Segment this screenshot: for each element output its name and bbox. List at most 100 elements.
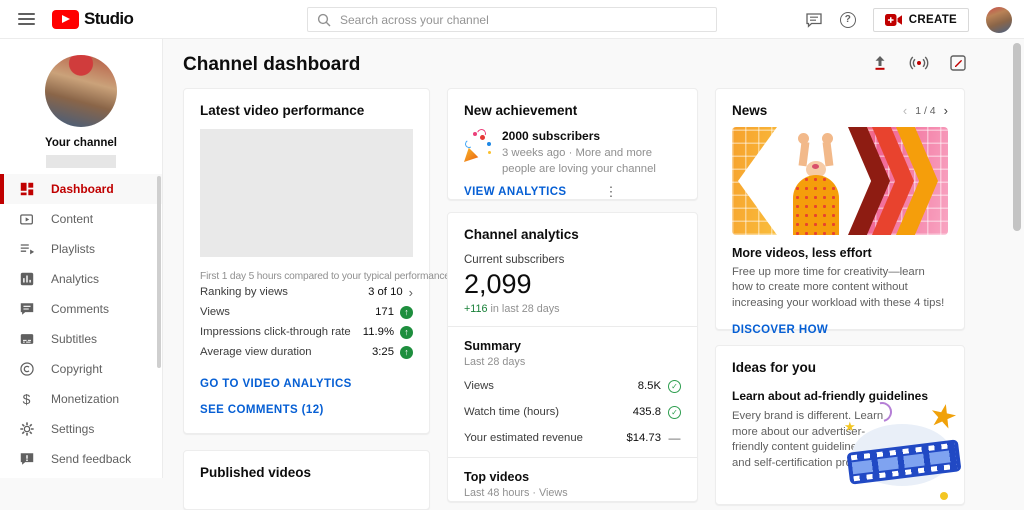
trend-up-icon: ↑ — [400, 305, 413, 319]
create-button[interactable]: CREATE — [872, 7, 969, 32]
menu-icon[interactable] — [18, 13, 35, 25]
see-comments-link[interactable]: SEE COMMENTS (12) — [200, 404, 324, 416]
news-pagination: ‹ 1 / 4 › — [902, 102, 948, 118]
star-icon: ★ — [925, 395, 962, 437]
news-body: Free up more time for creativity—learn h… — [732, 266, 945, 309]
metric-row-ranking[interactable]: Ranking by views 3 of 10 › — [200, 284, 413, 300]
page-scrollbar[interactable] — [1013, 43, 1021, 231]
compare-note: First 1 day 5 hours compared to your typ… — [200, 271, 453, 282]
sidebar-item-monetization[interactable]: $ Monetization — [0, 384, 162, 414]
search-box[interactable] — [307, 7, 717, 32]
topbar-actions: ? CREATE — [805, 0, 1012, 39]
film-strip-illustration: ★ ★ — [844, 395, 962, 500]
news-illustration[interactable] — [732, 127, 948, 235]
top-videos-subtitle: Last 48 hours · Views — [464, 487, 568, 499]
help-icon[interactable]: ? — [839, 11, 856, 28]
page-prev-icon[interactable]: ‹ — [902, 102, 908, 118]
latest-video-performance-card: Latest video performance First 1 day 5 h… — [183, 88, 453, 434]
create-label: CREATE — [908, 13, 957, 26]
search-icon — [317, 13, 331, 26]
youtube-studio-logo[interactable]: Studio — [52, 9, 134, 29]
current-subscribers-count: 2,099 — [464, 269, 532, 299]
subtitles-icon — [18, 331, 35, 348]
card-title: Latest video performance — [200, 103, 365, 118]
summary-row-views: Views 8.5K ✓ — [464, 378, 681, 394]
metric-row-ctr: Impressions click-through rate 11.9% ↑ — [200, 322, 413, 342]
video-thumbnail-placeholder[interactable] — [200, 129, 413, 257]
party-popper-icon — [464, 127, 492, 164]
ideas-body: Every brand is different. Learn more abo… — [732, 410, 884, 469]
published-videos-card: Published videos — [183, 450, 430, 510]
search-input[interactable] — [340, 12, 707, 27]
send-feedback-icon — [18, 451, 35, 468]
sidebar-nav: Dashboard Content Playlists — [0, 174, 162, 474]
news-card: News ‹ 1 / 4 › More videos, less effort … — [715, 88, 965, 336]
header-actions — [869, 52, 969, 74]
page-next-icon[interactable]: › — [943, 102, 948, 118]
achievement-row: 2000 subscribers 3 weeks ago · More and … — [464, 127, 681, 177]
achievement-milestone: 2000 subscribers — [502, 129, 601, 143]
ideas-for-you-card: Ideas for you Learn about ad-friendly gu… — [715, 345, 965, 505]
star-icon: ★ — [844, 419, 856, 434]
channel-card: Your channel — [0, 39, 162, 168]
sidebar-item-send-feedback[interactable]: Send feedback — [0, 444, 162, 474]
new-achievement-card: New achievement 2000 subscribers 3 weeks… — [447, 88, 698, 200]
youtube-logo-icon — [52, 9, 79, 29]
sidebar-scrollbar[interactable] — [157, 176, 161, 368]
channel-name — [46, 155, 116, 168]
top-videos-title: Top videos — [464, 470, 530, 484]
sidebar-item-copyright[interactable]: Copyright — [0, 354, 162, 384]
copyright-icon — [18, 361, 35, 378]
channel-avatar[interactable] — [45, 55, 117, 127]
card-title: Published videos — [200, 465, 312, 480]
your-channel-label: Your channel — [45, 137, 117, 149]
settings-gear-icon — [18, 421, 35, 438]
sidebar-item-subtitles[interactable]: Subtitles — [0, 324, 162, 354]
subscribers-delta: +116 in last 28 days — [464, 303, 560, 315]
view-analytics-link[interactable]: VIEW ANALYTICS — [464, 186, 567, 199]
news-headline: More videos, less effort — [732, 246, 872, 260]
metric-row-avg-duration: Average view duration 3:25 ↑ — [200, 342, 413, 362]
channel-analytics-card: Channel analytics Current subscribers 2,… — [447, 212, 698, 502]
divider — [448, 457, 697, 458]
achievement-detail: 3 weeks ago · More and more people are l… — [502, 147, 656, 175]
cheering-person-illustration — [770, 127, 870, 235]
metric-row-views: Views 171 ↑ — [200, 302, 413, 322]
summary-row-revenue: Your estimated revenue $14.73 — — [464, 431, 681, 445]
analytics-icon — [18, 271, 35, 288]
comments-icon — [18, 301, 35, 318]
trend-up-icon: ↑ — [400, 345, 413, 359]
sidebar: Your channel Dashboard Content — [0, 39, 163, 478]
card-links: GO TO VIDEO ANALYTICS SEE COMMENTS (12) — [200, 378, 413, 416]
sidebar-item-comments[interactable]: Comments — [0, 294, 162, 324]
chevron-right-icon: › — [408, 284, 413, 300]
card-title: News — [732, 103, 768, 118]
check-circle-icon: ✓ — [668, 379, 681, 393]
sidebar-item-dashboard[interactable]: Dashboard — [0, 174, 162, 204]
sidebar-item-settings[interactable]: Settings — [0, 414, 162, 444]
page-title: Channel dashboard — [183, 54, 361, 75]
more-options-icon[interactable]: ⋮ — [604, 184, 618, 200]
summary-row-watch-time: Watch time (hours) 435.8 ✓ — [464, 404, 681, 420]
go-live-icon[interactable] — [908, 52, 930, 74]
check-circle-icon: ✓ — [668, 405, 681, 419]
sidebar-item-content[interactable]: Content — [0, 204, 162, 234]
account-avatar[interactable] — [986, 6, 1012, 33]
sidebar-item-playlists[interactable]: Playlists — [0, 234, 162, 264]
create-post-icon[interactable] — [947, 52, 969, 74]
ideas-headline: Learn about ad-friendly guidelines — [732, 389, 929, 403]
dashboard-icon — [18, 181, 35, 198]
neutral-dash-icon: — — [668, 431, 681, 445]
card-title: Channel analytics — [464, 227, 579, 242]
divider — [448, 326, 697, 327]
go-to-video-analytics-link[interactable]: GO TO VIDEO ANALYTICS — [200, 378, 352, 390]
feedback-chat-icon[interactable] — [805, 11, 823, 29]
page-indicator: 1 / 4 — [915, 104, 936, 117]
playlists-icon — [18, 241, 35, 258]
discover-how-link[interactable]: DISCOVER HOW — [732, 323, 829, 336]
card-title: New achievement — [464, 103, 578, 118]
content-icon — [18, 211, 35, 228]
upload-video-icon[interactable] — [869, 52, 891, 74]
create-camera-icon — [884, 13, 902, 26]
sidebar-item-analytics[interactable]: Analytics — [0, 264, 162, 294]
